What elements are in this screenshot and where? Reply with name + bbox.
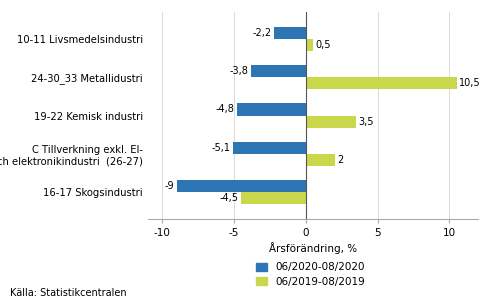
Bar — [274, 27, 306, 39]
Bar — [176, 180, 306, 192]
Text: 10,5: 10,5 — [459, 78, 481, 88]
Bar — [306, 77, 457, 89]
Text: -2,2: -2,2 — [252, 28, 272, 38]
Text: 2: 2 — [337, 155, 344, 165]
Bar — [306, 39, 313, 51]
Bar — [233, 142, 306, 154]
Bar — [251, 65, 306, 77]
Bar — [306, 116, 356, 128]
Text: 3,5: 3,5 — [359, 117, 374, 127]
X-axis label: Årsförändring, %: Årsförändring, % — [269, 242, 357, 254]
Bar — [241, 192, 306, 204]
Bar — [306, 154, 335, 166]
Bar — [237, 103, 306, 116]
Text: -9: -9 — [164, 181, 174, 191]
Text: -5,1: -5,1 — [211, 143, 230, 153]
Text: Källa: Statistikcentralen: Källa: Statistikcentralen — [10, 288, 127, 298]
Legend: 06/2020-08/2020, 06/2019-08/2019: 06/2020-08/2020, 06/2019-08/2019 — [256, 262, 365, 287]
Text: -4,5: -4,5 — [220, 193, 239, 203]
Text: -3,8: -3,8 — [230, 66, 248, 76]
Text: 0,5: 0,5 — [316, 40, 331, 50]
Text: -4,8: -4,8 — [215, 104, 234, 114]
